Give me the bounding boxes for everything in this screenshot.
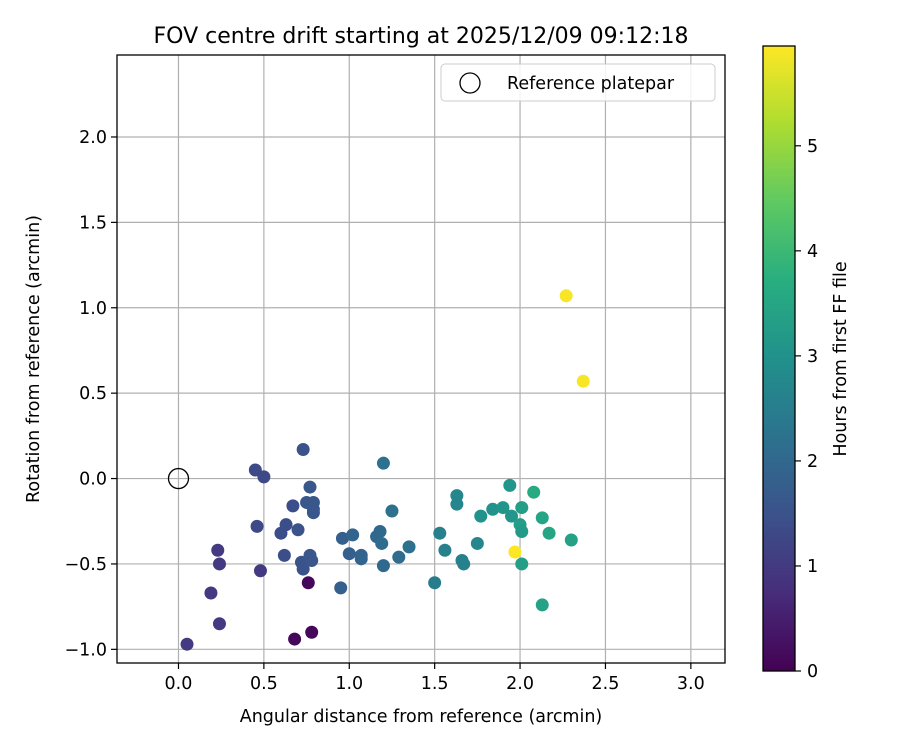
data-point [373, 524, 387, 538]
legend-reference-circle-icon [459, 72, 481, 94]
y-tick-label: −0.5 [65, 555, 108, 575]
data-point [296, 562, 310, 576]
colorbar-tick-label: 1 [807, 557, 818, 577]
colorbar-tick-label: 2 [807, 452, 818, 472]
x-tick-label: 2.0 [506, 674, 534, 694]
data-point [474, 509, 488, 523]
data-point [180, 637, 194, 651]
data-point [576, 374, 590, 388]
data-point [335, 531, 349, 545]
y-axis-ticks: −1.0 −0.5 0.0 0.5 1.0 1.5 2.0 [65, 128, 117, 660]
data-point [212, 617, 226, 631]
data-point [250, 519, 264, 533]
colorbar: 0 1 2 3 4 5 Hours from first FF file [762, 45, 851, 682]
data-point [508, 545, 522, 559]
data-point [470, 536, 484, 550]
data-point [515, 524, 529, 538]
data-point [303, 480, 317, 494]
data-point [564, 533, 578, 547]
data-point [433, 526, 447, 540]
data-point [486, 502, 500, 516]
data-point [342, 547, 356, 561]
data-point [211, 543, 225, 557]
data-point [503, 478, 517, 492]
data-point [542, 526, 556, 540]
data-point [450, 497, 464, 511]
data-point [253, 564, 267, 578]
data-point [291, 523, 305, 537]
x-tick-label: 0.0 [165, 674, 193, 694]
scatter-points [180, 289, 590, 651]
y-tick-label: 1.5 [79, 213, 107, 233]
data-point [385, 504, 399, 518]
data-point [376, 559, 390, 573]
data-point [402, 540, 416, 554]
data-point [277, 548, 291, 562]
data-point [375, 536, 389, 550]
grid-lines [117, 55, 725, 663]
reference-platepar-marker [167, 467, 190, 490]
colorbar-tick-label: 0 [807, 662, 818, 682]
y-tick-label: 2.0 [79, 128, 107, 148]
y-tick-label: 0.0 [79, 470, 107, 490]
data-point [457, 557, 471, 571]
legend-entry-reference: Reference platepar [507, 74, 675, 94]
plot-frame [116, 54, 726, 664]
data-point [334, 581, 348, 595]
colorbar-tick-label: 5 [807, 137, 818, 157]
data-point [515, 557, 529, 571]
data-point [515, 501, 529, 515]
data-point [305, 554, 319, 568]
data-point [301, 576, 315, 590]
colorbar-label: Hours from first FF file [831, 261, 851, 456]
data-point [496, 501, 510, 515]
chart-title: FOV centre drift starting at 2025/12/09 … [154, 24, 689, 49]
y-axis-label: Rotation from reference (arcmin) [24, 215, 44, 503]
data-point [286, 499, 300, 513]
data-point [376, 456, 390, 470]
data-point [505, 509, 519, 523]
reference-marker-group [167, 467, 190, 490]
data-point [559, 289, 573, 303]
data-point [279, 518, 293, 532]
data-point [306, 506, 320, 520]
colorbar-gradient [762, 45, 796, 672]
data-point [288, 632, 302, 646]
y-tick-label: −1.0 [65, 640, 108, 660]
data-point [438, 543, 452, 557]
colorbar-ticks: 0 1 2 3 4 5 [795, 137, 818, 682]
x-tick-label: 1.0 [335, 674, 363, 694]
data-point [305, 625, 319, 639]
data-point [346, 528, 360, 542]
data-point [354, 552, 368, 566]
legend-box [440, 63, 716, 102]
x-tick-label: 3.0 [677, 674, 705, 694]
data-point [212, 557, 226, 571]
x-tick-label: 2.5 [592, 674, 620, 694]
data-point [527, 485, 541, 499]
data-point [428, 576, 442, 590]
legend: Reference platepar [440, 63, 716, 102]
data-point [535, 511, 549, 525]
data-point [204, 586, 218, 600]
colorbar-tick-label: 3 [807, 347, 818, 367]
x-axis-ticks: 0.0 0.5 1.0 1.5 2.0 2.5 3.0 [165, 663, 705, 694]
colorbar-tick-label: 4 [807, 242, 818, 262]
x-tick-label: 1.5 [421, 674, 449, 694]
data-point [392, 550, 406, 564]
x-tick-label: 0.5 [250, 674, 278, 694]
data-point [535, 598, 549, 612]
x-axis-label: Angular distance from reference (arcmin) [240, 707, 603, 727]
data-point [257, 470, 271, 484]
y-tick-label: 0.5 [79, 384, 107, 404]
y-tick-label: 1.0 [79, 299, 107, 319]
data-point [296, 443, 310, 457]
